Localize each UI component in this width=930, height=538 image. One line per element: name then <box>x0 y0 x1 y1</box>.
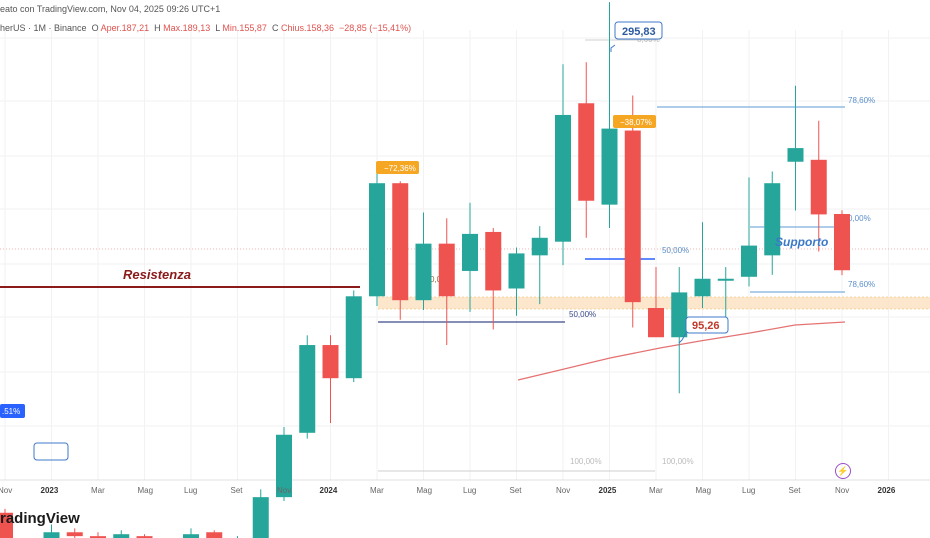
x-tick-label: Nov <box>277 486 291 495</box>
candle-body <box>485 231 502 291</box>
candle-body <box>136 536 153 538</box>
candle-body <box>415 243 432 301</box>
candle-body <box>531 237 548 256</box>
x-tick-label: Set <box>510 486 523 495</box>
candle-body <box>369 183 385 297</box>
tradingview-logo: radingView <box>0 510 80 527</box>
support-label: Supporto <box>775 235 828 249</box>
candle-body <box>322 345 339 379</box>
drop2-badge <box>613 115 656 128</box>
candle-body <box>206 532 223 538</box>
x-tick-label: Mar <box>91 486 105 495</box>
fib-label-4: 78,60% <box>848 280 875 289</box>
candle-body <box>66 532 83 537</box>
x-tick-label: Lug <box>463 486 476 495</box>
x-tick-label: Lug <box>184 486 197 495</box>
candle-body <box>648 308 664 338</box>
x-tick-label: Nov <box>556 486 570 495</box>
x-tick-label: Mar <box>370 486 384 495</box>
candle-body <box>764 183 781 256</box>
fib-label-2: 0,00% <box>848 214 871 223</box>
open-value: Aper.187,21 <box>100 23 150 33</box>
low-price-label: 95,26 <box>692 320 720 332</box>
fib-label-6: 50,00% <box>569 310 596 319</box>
low-label: L <box>215 23 220 33</box>
moving-average-line <box>517 321 846 381</box>
change-value: −28,85 (−15,41%) <box>339 23 412 33</box>
candle-body <box>787 148 804 162</box>
x-tick-label: 2023 <box>41 486 59 495</box>
candle-body <box>834 213 850 271</box>
low-value: Min.155,87 <box>222 23 267 33</box>
x-tick-label: Mag <box>696 486 712 495</box>
x-tick-label: Set <box>789 486 802 495</box>
candle-body <box>462 233 478 271</box>
resistance-label: Resistenza <box>123 267 191 282</box>
x-tick-label: Mag <box>138 486 154 495</box>
candle-body <box>299 345 316 433</box>
candle-body <box>717 278 734 281</box>
x-tick-label: 2024 <box>320 486 338 495</box>
candle-body <box>276 434 292 498</box>
x-tick-label: Lug <box>742 486 755 495</box>
source-line: eato con TradingView.com, Nov 04, 2025 0… <box>0 4 221 14</box>
candle-body <box>183 534 199 538</box>
x-tick-label: Mag <box>417 486 433 495</box>
ohlc-line: herUS · 1M · Binance O Aper.187,21 H Max… <box>0 23 411 33</box>
symbol-line: herUS · 1M · Binance <box>0 23 87 33</box>
high-value: Max.189,13 <box>163 23 211 33</box>
x-tick-label: 2025 <box>599 486 617 495</box>
open-label: O <box>91 23 99 33</box>
fib-label-1: 78,60% <box>848 96 875 105</box>
x-tick-label: Nov <box>835 486 849 495</box>
x-tick-label: Set <box>231 486 244 495</box>
peak-price-label: 295,83 <box>622 26 656 38</box>
candle-body <box>43 532 60 538</box>
high-label: H <box>154 23 161 33</box>
x-tick-label: 2026 <box>878 486 896 495</box>
drop1-badge <box>376 161 419 174</box>
candle-body <box>624 130 641 303</box>
candle-body <box>601 128 618 205</box>
drop2-label: −38,07% <box>620 118 652 127</box>
peak-pointer <box>610 44 616 52</box>
candle-body <box>392 183 409 301</box>
close-value: Chius.158,36 <box>280 23 335 33</box>
candle-body <box>741 245 757 277</box>
demand-zone <box>378 297 930 309</box>
left-badge <box>0 404 25 418</box>
close-label: C <box>271 23 279 33</box>
lightning-icon[interactable]: ⚡ <box>835 463 851 479</box>
low-price-box <box>685 316 729 334</box>
x-tick-label: Mar <box>649 486 663 495</box>
candle-body <box>694 278 711 297</box>
fib-label-8: 100,00% <box>662 457 694 466</box>
low-pointer <box>678 332 687 344</box>
candle-body <box>508 253 525 289</box>
candle-body <box>578 103 595 201</box>
fib-label-3: 50,00% <box>662 246 689 255</box>
candle-body <box>810 159 827 215</box>
left-badge-label: .51% <box>2 407 20 416</box>
candle-body <box>345 296 362 379</box>
peak-price-box <box>614 21 663 40</box>
x-tick-label: Nov <box>0 486 12 495</box>
candle-body <box>113 534 130 538</box>
candle-body <box>90 536 106 538</box>
fib-label-7: 100,00% <box>570 457 602 466</box>
range-box <box>33 442 69 461</box>
candle-body <box>555 114 571 242</box>
candle-body <box>0 512 13 538</box>
candle-body <box>438 243 455 297</box>
candle-body <box>671 292 688 338</box>
drop1-label: −72,36% <box>384 164 416 173</box>
candle-body <box>252 497 269 538</box>
